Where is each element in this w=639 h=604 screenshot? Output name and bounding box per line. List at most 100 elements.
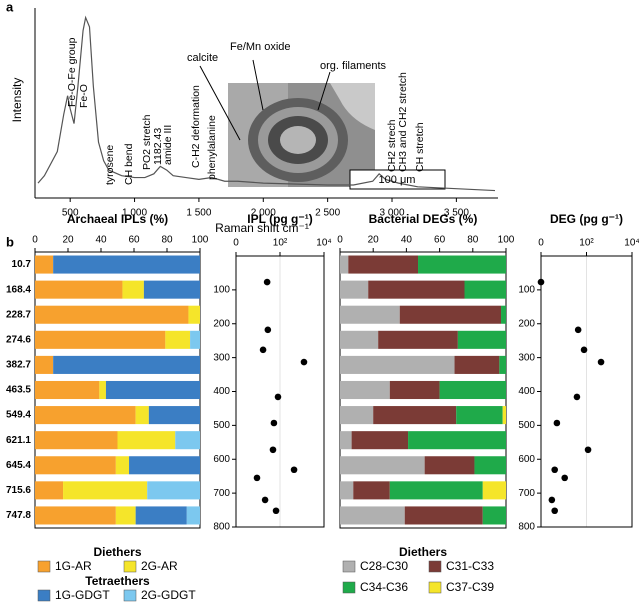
bar-segment <box>340 305 400 324</box>
y-tick-label: 400 <box>518 386 535 397</box>
legend-swatch <box>428 560 442 573</box>
inset-label: 100 μm <box>379 174 416 186</box>
bar-segment <box>499 355 506 374</box>
chart-title: Bacterial DEGs (%) <box>369 212 478 226</box>
bar-segment <box>340 330 379 349</box>
legend-swatch <box>37 589 51 602</box>
bar-segment <box>53 255 201 274</box>
legend-label: 2G-GDGT <box>141 588 196 602</box>
bar-segment <box>143 280 200 299</box>
peak-annotation: 1182.43 <box>152 128 164 165</box>
bar-segment <box>117 431 176 450</box>
category-label: 747.8 <box>6 510 31 521</box>
bar-segment <box>122 280 144 299</box>
data-point <box>553 419 561 427</box>
y-tick-label: 200 <box>213 318 230 329</box>
legend-label: 2G-AR <box>141 559 178 573</box>
category-label: 549.4 <box>6 410 31 421</box>
bar-segment <box>35 305 189 324</box>
data-point <box>269 446 277 454</box>
bar-segment <box>482 506 506 525</box>
bar-segment <box>105 380 200 400</box>
x-tick-label: 20 <box>62 235 74 246</box>
panel-label: b <box>6 234 14 249</box>
data-point <box>300 358 308 366</box>
peak-annotation: tyrosene <box>104 145 116 185</box>
bar-segment <box>418 255 506 274</box>
bar-segment <box>456 406 503 425</box>
x-tick-label: 10² <box>273 238 288 249</box>
bar-segment <box>35 456 116 475</box>
peak-annotation: amide III <box>162 125 174 165</box>
x-tick-label: 100 <box>498 235 515 246</box>
bar-segment <box>53 355 201 374</box>
data-point <box>274 393 282 401</box>
x-axis-label: Raman shift cm⁻¹ <box>215 221 309 235</box>
bar-segment <box>351 431 409 450</box>
x-tick-label: 20 <box>368 235 380 246</box>
y-tick-label: 400 <box>213 386 230 397</box>
bar-segment <box>340 481 354 500</box>
bar-segment <box>35 481 64 500</box>
bar-segment <box>175 431 200 450</box>
panel-label: a <box>6 0 14 14</box>
y-tick-label: 300 <box>213 352 230 363</box>
x-tick-label: 1 500 <box>186 208 211 219</box>
bar-segment <box>408 431 506 450</box>
y-tick-label: 200 <box>518 318 535 329</box>
bar-segment <box>135 506 187 525</box>
bar-segment <box>353 481 390 500</box>
x-tick-label: 40 <box>95 235 107 246</box>
bar-segment <box>340 431 352 450</box>
x-tick-label: 3 000 <box>379 208 404 219</box>
y-axis-label: Intensity <box>10 78 24 123</box>
y-tick-label: 100 <box>213 285 230 296</box>
legend-label: C34-C36 <box>360 580 408 594</box>
data-point <box>272 507 280 515</box>
y-tick-label: 600 <box>518 454 535 465</box>
bar-segment <box>186 506 200 525</box>
bar-segment <box>35 380 100 400</box>
y-tick-label: 700 <box>213 488 230 499</box>
x-tick-label: 0 <box>233 238 239 249</box>
data-point <box>574 326 582 334</box>
bar-segment <box>464 280 506 299</box>
x-tick-label: 2 000 <box>251 208 276 219</box>
data-point <box>263 278 271 286</box>
bar-segment <box>190 330 200 349</box>
legend-label: C31-C33 <box>446 559 494 573</box>
bar-segment <box>35 280 123 299</box>
data-point <box>270 419 278 427</box>
bar-segment <box>188 305 200 324</box>
legend-title: Diethers <box>399 545 447 559</box>
data-point <box>584 446 592 454</box>
bar-segment <box>129 456 200 475</box>
bar-segment <box>35 355 54 374</box>
bar-segment <box>373 406 457 425</box>
peak-annotation: phenylalanine <box>206 115 218 180</box>
peak-annotation: CH stretch <box>414 122 426 172</box>
x-tick-label: 10⁴ <box>316 238 331 249</box>
legend-label: C28-C30 <box>360 559 408 573</box>
y-tick-label: 700 <box>518 488 535 499</box>
bar-segment <box>340 380 390 400</box>
data-point <box>551 466 558 474</box>
legend-label: C37-C39 <box>446 580 494 594</box>
data-point <box>548 496 556 504</box>
category-label: 168.4 <box>6 284 31 295</box>
peak-annotation: CH3 and CH2 stretch <box>397 72 409 172</box>
bar-segment <box>502 406 506 425</box>
data-point <box>597 358 605 366</box>
peak-annotation: CH2 strech <box>386 119 398 172</box>
bar-segment <box>148 406 200 425</box>
bar-segment <box>99 380 106 400</box>
legend-swatch <box>123 589 137 602</box>
bar-segment <box>35 330 166 349</box>
x-tick-label: 500 <box>62 208 79 219</box>
y-tick-label: 300 <box>518 352 535 363</box>
legend-swatch <box>428 581 442 594</box>
x-tick-label: 10⁴ <box>624 238 639 249</box>
legend-title: Diethers <box>93 545 141 559</box>
bar-segment <box>340 255 349 274</box>
